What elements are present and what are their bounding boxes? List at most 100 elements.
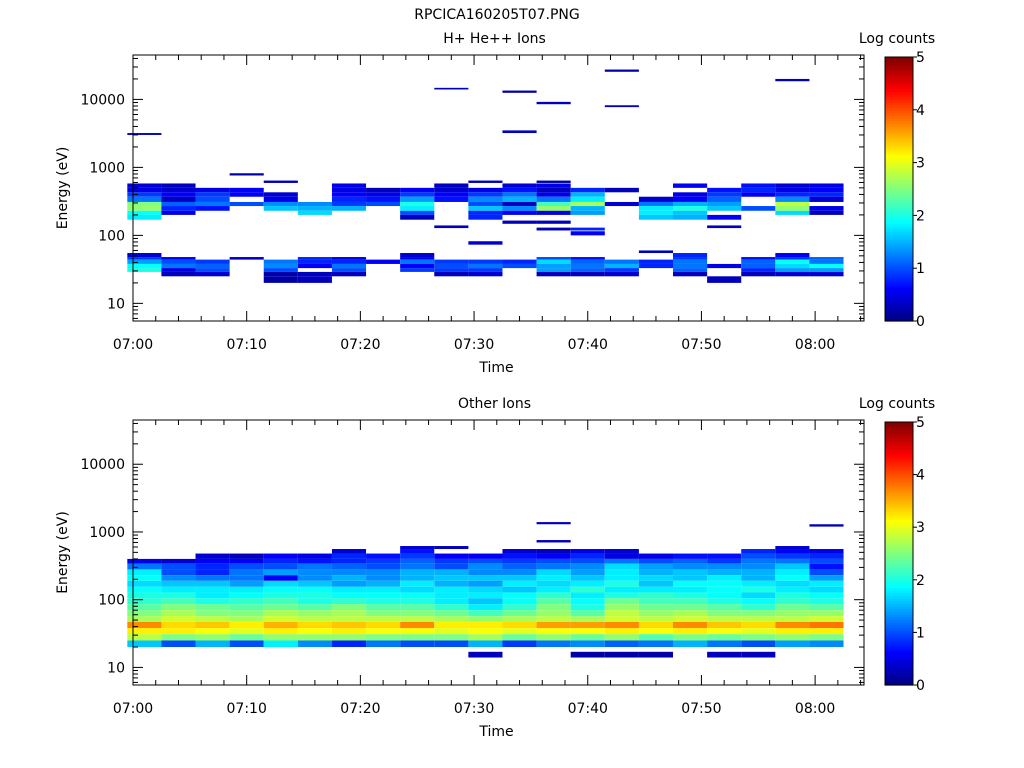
colorbar-step <box>885 141 913 145</box>
heatmap-cell <box>195 634 230 641</box>
heatmap-cell <box>570 604 605 611</box>
x-tick-label: 07:40 <box>568 701 608 717</box>
heatmap-cell <box>331 183 367 188</box>
heatmap-cell <box>502 580 537 587</box>
heatmap-cell <box>468 259 503 264</box>
heatmap-cell <box>775 558 810 564</box>
heatmap-cell <box>638 259 674 264</box>
colorbar-step <box>885 556 913 560</box>
heatmap-cell <box>195 604 230 611</box>
heatmap-cell <box>331 187 367 193</box>
heatmap-cell <box>434 546 469 550</box>
heatmap-cell <box>229 640 264 648</box>
colorbar-step <box>885 653 913 657</box>
heatmap-cell <box>366 196 401 202</box>
heatmap-cell <box>161 187 196 193</box>
heatmap-cell <box>400 259 435 264</box>
heatmap-cell <box>195 598 230 605</box>
heatmap-cell <box>366 563 401 570</box>
heatmap-cell <box>638 206 674 211</box>
heatmap-cell <box>468 263 503 269</box>
heatmap-cell <box>468 569 503 576</box>
heatmap-cell <box>400 640 435 648</box>
heatmap-cell <box>468 575 503 581</box>
colorbar-step <box>885 603 913 607</box>
heatmap-cell <box>707 575 742 581</box>
colorbar-step <box>885 212 913 216</box>
heatmap-cell <box>161 563 196 570</box>
colorbar-step <box>885 542 913 547</box>
colorbar-step <box>885 78 913 82</box>
heatmap-cells <box>127 522 844 658</box>
colorbar-step <box>885 682 913 686</box>
heatmap-cell <box>741 259 776 264</box>
colorbar-step <box>885 107 913 111</box>
heatmap-cell <box>536 263 571 269</box>
heatmap-cell <box>400 553 435 559</box>
heatmap-cell <box>775 271 810 277</box>
heatmap-cell <box>809 610 844 617</box>
heatmap-cell <box>127 616 162 622</box>
colorbar-step <box>885 658 913 662</box>
heatmap-cell <box>127 214 162 220</box>
colorbar-step <box>885 582 913 586</box>
heatmap-cell <box>741 558 776 564</box>
colorbar-step <box>885 479 913 484</box>
heatmap-cell <box>775 628 810 635</box>
x-tick-label: 07:30 <box>454 701 494 717</box>
heatmap-cell <box>263 268 298 272</box>
heatmap-cell <box>468 563 503 570</box>
heatmap-cell <box>638 201 674 207</box>
heatmap-cell <box>673 214 708 220</box>
heatmap-cell <box>195 586 230 593</box>
heatmap-cell <box>502 604 537 611</box>
heatmap-cell <box>741 580 776 587</box>
heatmap-cell <box>673 206 708 211</box>
heatmap-cell <box>195 628 230 635</box>
colorbar-step <box>885 207 913 211</box>
colorbar-step <box>885 613 913 618</box>
heatmap-cell <box>263 196 298 202</box>
heatmap-cell <box>502 549 537 554</box>
heatmap-cell <box>331 259 367 264</box>
heatmap-cell <box>707 634 742 641</box>
colorbar-step <box>885 149 913 153</box>
heatmap-cell <box>604 187 639 193</box>
heatmap-cell <box>161 192 196 197</box>
heatmap-cell <box>536 628 571 635</box>
heatmap-cell <box>536 610 571 617</box>
heatmap-cell <box>161 598 196 605</box>
heatmap-cell <box>707 558 742 564</box>
heatmap-cell <box>195 187 230 193</box>
heatmap-cell <box>673 628 708 635</box>
heatmap-cell <box>502 563 537 570</box>
heatmap-cell <box>502 196 537 202</box>
heatmap-cell <box>263 553 298 559</box>
colorbar-step <box>885 80 913 84</box>
heatmap-cell <box>331 604 367 611</box>
heatmap-cell <box>127 558 162 564</box>
heatmap-cell <box>434 592 469 599</box>
heatmap-cell <box>809 210 844 215</box>
colorbar-step <box>885 464 913 468</box>
heatmap-cell <box>604 549 639 554</box>
colorbar-tick-label: 4 <box>916 468 925 484</box>
heatmap-cell <box>195 569 230 576</box>
heatmap-cell <box>161 634 196 641</box>
colorbar-step <box>885 564 913 568</box>
heatmap-cell <box>741 549 776 554</box>
x-tick-label: 07:00 <box>113 337 153 353</box>
heatmap-cell <box>229 187 264 193</box>
colorbar-step <box>885 268 913 272</box>
colorbar-step <box>885 432 913 436</box>
heatmap-cell <box>400 214 435 220</box>
heatmap-cell <box>263 180 298 183</box>
heatmap-cell <box>775 206 810 211</box>
heatmap-cell <box>775 586 810 593</box>
heatmap-cell <box>775 183 810 188</box>
heatmap-cell <box>161 640 196 648</box>
heatmap-cell <box>502 210 537 215</box>
heatmap-cell <box>195 592 230 599</box>
heatmap-cell <box>741 257 776 260</box>
colorbar-step <box>885 514 913 518</box>
